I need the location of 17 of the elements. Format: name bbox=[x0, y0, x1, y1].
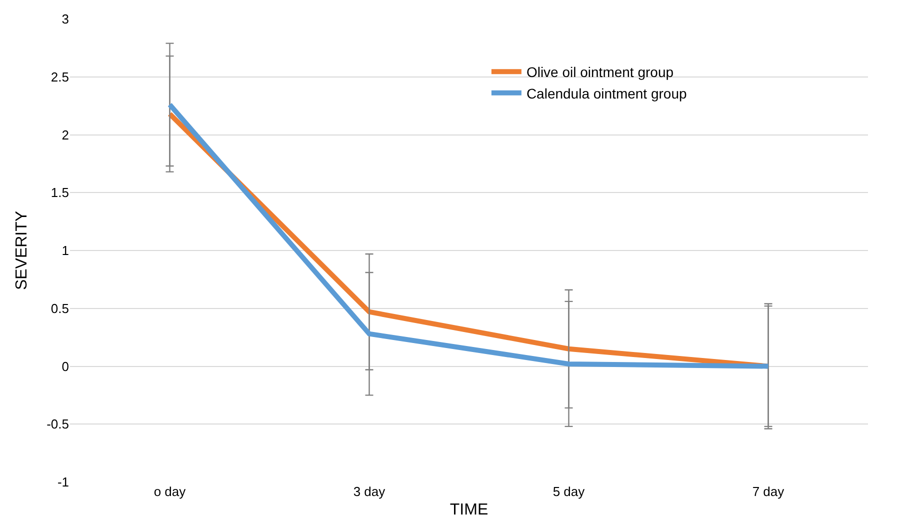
y-tick-label: 2 bbox=[62, 127, 69, 142]
legend-label: Olive oil ointment group bbox=[526, 64, 674, 80]
y-tick-label: 0 bbox=[62, 358, 69, 374]
y-axis-title: SEVERITY bbox=[13, 210, 30, 290]
x-tick-label: 3 day bbox=[353, 484, 386, 499]
x-tick-label: o day bbox=[154, 484, 186, 499]
x-tick-label: 7 day bbox=[752, 484, 785, 499]
y-tick-label: 1.5 bbox=[50, 185, 69, 200]
y-tick-label: 0.5 bbox=[50, 300, 69, 316]
y-tick-label: 1 bbox=[62, 243, 69, 258]
y-tick-label: 3 bbox=[62, 12, 69, 27]
y-tick-label: 2.5 bbox=[50, 69, 69, 84]
legend-label: Calendula ointment group bbox=[526, 85, 687, 102]
y-tick-label: -1 bbox=[57, 474, 69, 490]
x-axis-title: TIME bbox=[450, 502, 488, 519]
y-tick-label: -0.5 bbox=[46, 416, 69, 432]
x-tick-label: 5 day bbox=[552, 484, 586, 499]
